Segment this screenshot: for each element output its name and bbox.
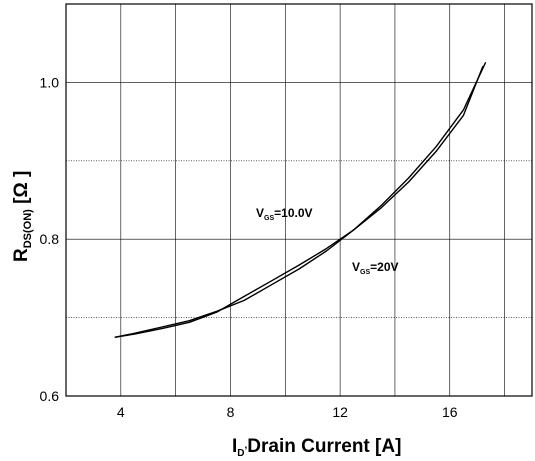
- y-tick-label: 0.6: [40, 388, 60, 404]
- y-tick-label: 0.8: [40, 231, 60, 247]
- plot-frame: [65, 3, 533, 397]
- axis-ticks: 4 8 12 16 0.6 0.8 1.0: [40, 74, 458, 420]
- y-tick-label: 1.0: [40, 74, 60, 90]
- series-line-0: [114, 62, 487, 338]
- series-annotation-vgs-10v: VGS=10.0V: [256, 206, 313, 222]
- x-tick-label: 4: [117, 404, 125, 420]
- x-tick-label: 8: [227, 404, 235, 420]
- series-annotation-vgs-20v: VGS=20V: [352, 260, 399, 276]
- x-tick-label: 12: [332, 404, 348, 420]
- series-line-1: [114, 65, 484, 338]
- x-tick-label: 16: [442, 404, 458, 420]
- grid-lines: [66, 4, 532, 396]
- x-axis-label: ID,Drain Current [A]: [232, 436, 401, 459]
- data-series: [114, 62, 487, 338]
- y-axis-label: RDS(ON) [Ω ]: [11, 171, 34, 262]
